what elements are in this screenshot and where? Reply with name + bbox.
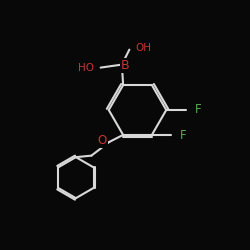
Text: B: B — [120, 58, 129, 71]
Text: F: F — [194, 103, 201, 116]
Text: OH: OH — [136, 43, 152, 53]
Text: O: O — [98, 134, 107, 147]
Text: HO: HO — [78, 62, 94, 72]
Text: F: F — [180, 129, 187, 142]
